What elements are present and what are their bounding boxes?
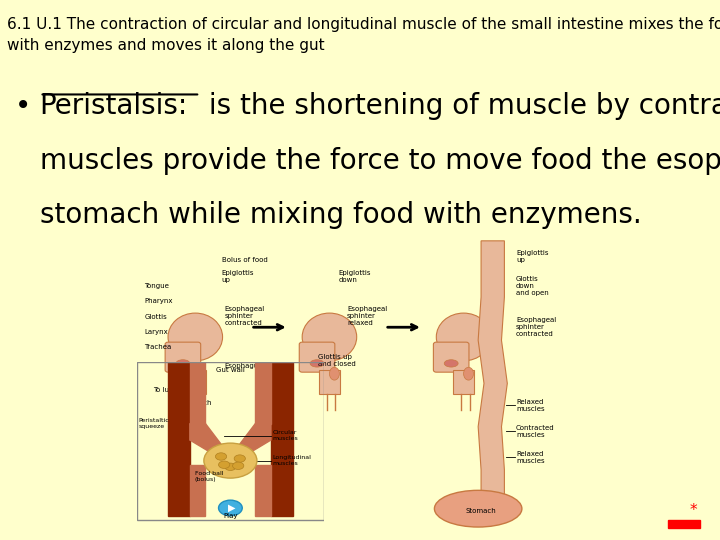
Circle shape — [204, 443, 257, 478]
Text: stomach while mixing food with enzymens.: stomach while mixing food with enzymens. — [40, 201, 642, 229]
Ellipse shape — [444, 360, 458, 367]
Ellipse shape — [176, 360, 190, 367]
Circle shape — [215, 453, 227, 460]
Text: 6.1 U.1 The contraction of circular and longitudinal muscle of the small intesti: 6.1 U.1 The contraction of circular and … — [7, 17, 720, 53]
Ellipse shape — [464, 367, 474, 380]
Circle shape — [219, 500, 242, 516]
Text: Circular
muscles: Circular muscles — [272, 430, 298, 441]
FancyBboxPatch shape — [433, 342, 469, 372]
FancyBboxPatch shape — [453, 370, 474, 394]
Text: Esophagus: Esophagus — [225, 363, 262, 369]
Polygon shape — [256, 362, 271, 423]
Text: To lungs: To lungs — [153, 387, 181, 393]
Text: Food ball
(bolus): Food ball (bolus) — [194, 471, 223, 482]
Ellipse shape — [302, 313, 356, 361]
Polygon shape — [271, 362, 293, 516]
Ellipse shape — [330, 367, 339, 380]
FancyBboxPatch shape — [184, 370, 206, 394]
Text: Peristaltic
squeeze: Peristaltic squeeze — [138, 418, 169, 429]
FancyBboxPatch shape — [165, 342, 201, 372]
Polygon shape — [190, 362, 205, 423]
Text: Pharynx: Pharynx — [145, 299, 173, 305]
Text: Esophageal
sphinter
contracted: Esophageal sphinter contracted — [516, 317, 557, 337]
Text: Play: Play — [223, 513, 238, 519]
Text: •: • — [14, 92, 31, 120]
Text: Epiglottis
down: Epiglottis down — [338, 270, 371, 283]
FancyBboxPatch shape — [318, 370, 341, 394]
Text: To stomach: To stomach — [172, 400, 212, 406]
Text: Relaxed
muscles: Relaxed muscles — [516, 400, 545, 413]
Ellipse shape — [195, 367, 205, 380]
Circle shape — [225, 463, 236, 470]
Text: Peristalsis:: Peristalsis: — [40, 92, 188, 120]
Text: Relaxed
muscles: Relaxed muscles — [516, 451, 545, 464]
Text: Tongue: Tongue — [145, 284, 169, 289]
Polygon shape — [168, 362, 190, 516]
Text: Gut wall: Gut wall — [216, 367, 245, 373]
Text: Larynx: Larynx — [145, 329, 168, 335]
Text: ▶: ▶ — [228, 503, 235, 513]
Circle shape — [234, 455, 246, 462]
Text: Esophageal
sphinter
contracted: Esophageal sphinter contracted — [225, 306, 265, 326]
Polygon shape — [190, 465, 205, 516]
Text: is the shortening of muscle by contraction. These: is the shortening of muscle by contracti… — [200, 92, 720, 120]
FancyBboxPatch shape — [667, 521, 700, 528]
Text: Stomach: Stomach — [466, 508, 497, 514]
Ellipse shape — [436, 313, 491, 361]
Polygon shape — [256, 465, 271, 516]
Text: Glottis: Glottis — [145, 314, 167, 320]
Text: *: * — [689, 503, 697, 518]
Text: Bolus of food: Bolus of food — [222, 258, 267, 264]
Ellipse shape — [168, 313, 222, 361]
Text: Trachea: Trachea — [145, 344, 172, 350]
Text: Epiglottis
up: Epiglottis up — [222, 270, 254, 283]
FancyBboxPatch shape — [300, 342, 335, 372]
Text: Longitudinal
muscles: Longitudinal muscles — [272, 455, 311, 465]
Circle shape — [219, 461, 230, 468]
Polygon shape — [190, 423, 224, 461]
Polygon shape — [478, 241, 508, 496]
Text: Glottis
down
and open: Glottis down and open — [516, 276, 549, 296]
Text: muscles provide the force to move food the esophagus to the: muscles provide the force to move food t… — [40, 147, 720, 174]
Ellipse shape — [434, 490, 522, 527]
Polygon shape — [237, 423, 271, 461]
Text: Esophageal
sphinter
relaxed: Esophageal sphinter relaxed — [347, 306, 387, 326]
Circle shape — [233, 462, 244, 469]
Text: Epiglottis
up: Epiglottis up — [516, 251, 549, 264]
Ellipse shape — [310, 360, 324, 367]
Text: Contracted
muscles: Contracted muscles — [516, 426, 554, 438]
Text: Glottis up
and closed: Glottis up and closed — [318, 354, 356, 367]
